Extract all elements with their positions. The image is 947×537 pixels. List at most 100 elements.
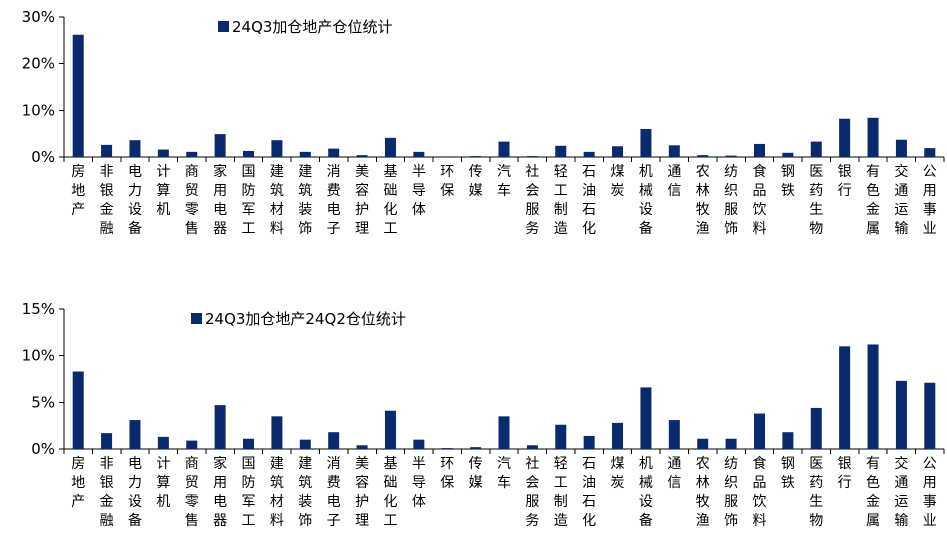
bar-17: [555, 424, 567, 449]
bar-27: [839, 118, 851, 157]
category-label: 农林牧渔: [696, 456, 710, 529]
category-label: 机械设备: [639, 456, 653, 529]
bar-26: [810, 141, 822, 157]
bar-13: [441, 448, 453, 449]
bar-19: [612, 146, 624, 157]
bar-27: [839, 346, 851, 449]
legend-label: 24Q3加仓地产24Q2仓位统计: [205, 310, 406, 328]
bar-12: [413, 439, 425, 449]
category-label: 基础化工: [383, 455, 397, 529]
bar-8: [299, 439, 311, 449]
category-label: 有色金属: [866, 456, 880, 529]
category-label: 轻工制造: [554, 164, 568, 237]
bar-16: [526, 445, 538, 449]
category-label: 钢铁: [781, 456, 795, 491]
category-label: 机械设备: [639, 164, 653, 237]
bar-7: [271, 140, 283, 157]
bar-24: [753, 413, 765, 449]
bar-11: [384, 137, 396, 157]
bar-17: [555, 145, 567, 157]
legend-swatch: [218, 21, 229, 32]
bar-5: [214, 405, 226, 449]
bar-3: [157, 436, 169, 449]
category-label: 农林牧渔: [696, 164, 710, 237]
bar-0: [72, 34, 84, 157]
bar-29: [895, 380, 907, 449]
category-label: 公用事业: [923, 164, 937, 237]
category-label: 电力设备: [128, 164, 142, 237]
bar-30: [924, 382, 936, 449]
category-label: 建筑装饰: [298, 164, 312, 237]
bar-6: [243, 438, 255, 449]
category-label: 银行: [838, 164, 852, 199]
category-label: 建筑材料: [270, 456, 284, 529]
bar-29: [895, 139, 907, 157]
bar-2: [129, 140, 141, 157]
category-label: 非银金融: [100, 164, 114, 237]
category-label: 传媒: [469, 164, 483, 199]
category-label: 汽车: [497, 164, 511, 199]
category-label: 建筑材料: [270, 164, 284, 237]
bar-20: [640, 387, 652, 449]
bar-15: [498, 141, 510, 157]
y-tick-label: 30%: [22, 8, 55, 26]
category-label: 食品饮料: [752, 455, 766, 529]
bar-21: [668, 420, 680, 449]
category-label: 美容护理: [355, 164, 369, 237]
bar-28: [867, 344, 879, 449]
bar-21: [668, 145, 680, 157]
bar-26: [810, 407, 822, 449]
category-label: 纺织服饰: [724, 164, 738, 237]
category-label: 商贸零售: [185, 164, 199, 237]
bar-22: [697, 438, 709, 449]
category-label: 石油石化: [582, 164, 596, 237]
bar-6: [243, 150, 255, 157]
y-tick-label: 10%: [22, 101, 55, 119]
bar-1: [101, 144, 113, 157]
category-label: 家用电器: [213, 163, 227, 237]
bar-24: [753, 143, 765, 157]
bar-11: [384, 410, 396, 449]
category-label: 消费电子: [327, 164, 341, 237]
bar-4: [186, 440, 198, 449]
bar-22: [697, 155, 709, 157]
category-label: 煤炭: [611, 164, 625, 199]
category-label: 钢铁: [781, 164, 795, 199]
category-label: 石油石化: [582, 456, 596, 529]
category-label: 纺织服饰: [724, 456, 738, 529]
category-label: 煤炭: [611, 456, 625, 491]
bar-23: [725, 438, 737, 449]
bar-1: [101, 433, 113, 449]
category-label: 家用电器: [213, 455, 227, 529]
bar-20: [640, 129, 652, 157]
category-label: 美容护理: [355, 456, 369, 529]
bar-18: [583, 435, 595, 449]
bar-10: [356, 445, 368, 449]
bar-15: [498, 416, 510, 449]
bar-19: [612, 422, 624, 449]
bar-13: [441, 156, 453, 157]
category-label: 社会服务: [525, 456, 539, 529]
bar-25: [782, 432, 794, 449]
category-label: 国防军工: [242, 164, 256, 237]
bar-14: [470, 447, 482, 449]
category-label: 环保: [440, 456, 454, 491]
category-label: 交通运输: [894, 163, 908, 237]
category-label: 社会服务: [525, 164, 539, 237]
y-tick-label: 10%: [22, 347, 55, 365]
bar-23: [725, 155, 737, 157]
category-label: 银行: [838, 456, 852, 491]
bar-2: [129, 420, 141, 449]
bar-18: [583, 151, 595, 157]
category-label: 交通运输: [894, 455, 908, 529]
category-label: 电力设备: [128, 456, 142, 529]
category-label: 商贸零售: [185, 456, 199, 529]
bar-25: [782, 152, 794, 157]
category-label: 公用事业: [923, 456, 937, 529]
y-tick-label: 15%: [22, 300, 55, 318]
category-label: 建筑装饰: [298, 456, 312, 529]
category-label: 环保: [440, 164, 454, 199]
